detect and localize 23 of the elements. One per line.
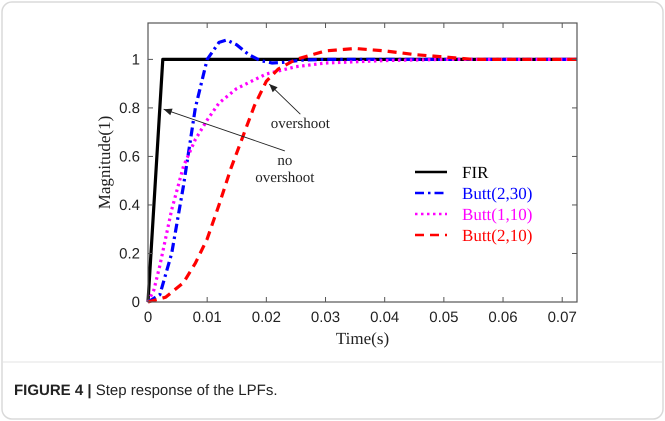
legend-label: FIR <box>462 163 490 182</box>
legend-label: Butt(2,30) <box>462 184 532 203</box>
x-axis-title: Time(s) <box>336 329 390 348</box>
legend-label: Butt(2,10) <box>462 226 532 245</box>
y-tick-label: 0.2 <box>119 245 140 262</box>
x-tick-label: 0.07 <box>548 309 577 326</box>
x-tick-label: 0.02 <box>252 309 281 326</box>
y-tick-label: 0.4 <box>119 196 140 214</box>
annotation: no overshoot <box>255 152 316 186</box>
y-tick-label: 0 <box>132 294 140 311</box>
y-axis-title: Magnitude(1) <box>95 116 114 210</box>
y-tick-label: 1 <box>132 51 140 68</box>
y-tick-label: 0.6 <box>119 148 140 166</box>
annotation: overshoot <box>270 116 331 132</box>
y-tick-label: 0.8 <box>119 100 140 117</box>
x-tick-label: 0.03 <box>310 309 340 326</box>
x-tick-label: 0.04 <box>370 309 400 326</box>
caption: FIGURE 4 | Step response of the LPFs. <box>14 382 278 399</box>
x-tick-label: 0.05 <box>429 309 458 326</box>
x-tick-label: 0.01 <box>192 309 222 326</box>
x-tick-label: 0.06 <box>488 309 518 326</box>
legend-label: Butt(1,10) <box>462 205 532 224</box>
x-tick-label: 0 <box>144 309 152 326</box>
